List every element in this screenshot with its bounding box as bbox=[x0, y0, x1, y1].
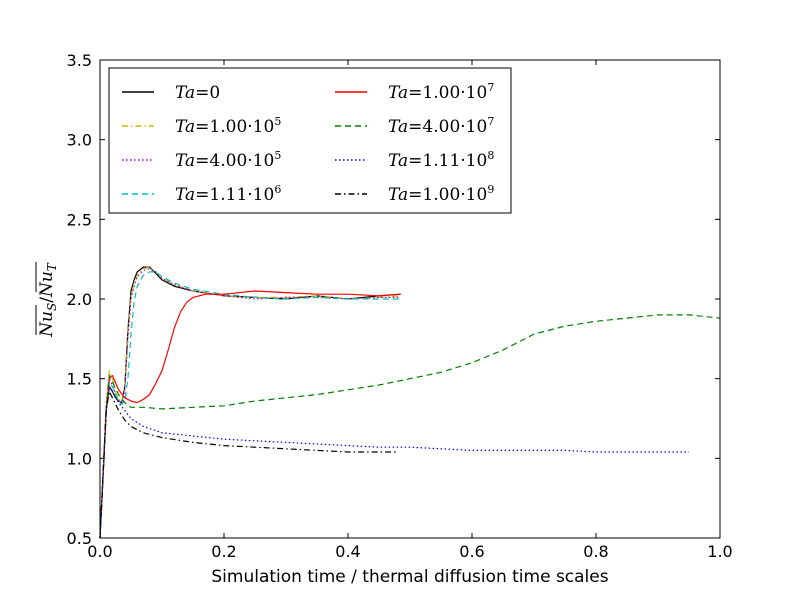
x-tick-label: 0.4 bbox=[335, 542, 360, 561]
x-tick-label: 0.2 bbox=[211, 542, 236, 561]
legend-label: Ta=1.11·106 bbox=[175, 183, 281, 205]
legend: Ta=0 Ta=1.00·105 Ta=4.00·105 Ta=1.11·106 Ta=… bbox=[108, 67, 512, 214]
legend-label: Ta=0 bbox=[175, 83, 220, 103]
x-tick-label: 0.8 bbox=[583, 542, 608, 561]
y-tick-label: 2.5 bbox=[67, 210, 92, 229]
series-line-7 bbox=[99, 386, 689, 539]
y-tick-label: 3.5 bbox=[67, 51, 92, 70]
legend-label: Ta=1.00·105 bbox=[175, 115, 281, 137]
series-layer bbox=[99, 266, 721, 539]
y-tick-label: 1.0 bbox=[67, 449, 92, 468]
legend-label: Ta=1.00·109 bbox=[388, 183, 494, 205]
series-line-6 bbox=[99, 314, 721, 539]
x-axis-label: Simulation time / thermal diffusion time… bbox=[211, 567, 608, 587]
legend-label: Ta=4.00·107 bbox=[388, 115, 494, 137]
series-line-4 bbox=[99, 271, 401, 539]
y-axis-label: NuS/NuT bbox=[35, 262, 59, 338]
series-line-5 bbox=[99, 290, 401, 539]
y-tick-label: 3.0 bbox=[67, 131, 92, 150]
y-tick-label: 1.5 bbox=[67, 370, 92, 389]
ticks-layer: 0.0 0.2 0.4 0.6 0.8 1.0 0.5 1.0 1.5 2.0 2.5 3.0 3.5 bbox=[67, 51, 733, 561]
y-axis-label-text: NuS/NuT bbox=[37, 262, 59, 338]
x-tick-label: 0.6 bbox=[459, 542, 484, 561]
legend-box bbox=[108, 67, 512, 214]
series-line-1 bbox=[99, 266, 401, 539]
y-tick-label: 0.5 bbox=[67, 529, 92, 548]
series-line-8 bbox=[99, 390, 398, 539]
series-line-2 bbox=[99, 266, 401, 539]
legend-label: Ta=1.11·108 bbox=[388, 149, 494, 171]
x-tick-label: 0.0 bbox=[87, 542, 112, 561]
legend-label: Ta=1.00·107 bbox=[388, 81, 494, 103]
legend-label: Ta=4.00·105 bbox=[175, 149, 281, 171]
x-tick-label: 1.0 bbox=[707, 542, 732, 561]
y-tick-label: 2.0 bbox=[67, 290, 92, 309]
